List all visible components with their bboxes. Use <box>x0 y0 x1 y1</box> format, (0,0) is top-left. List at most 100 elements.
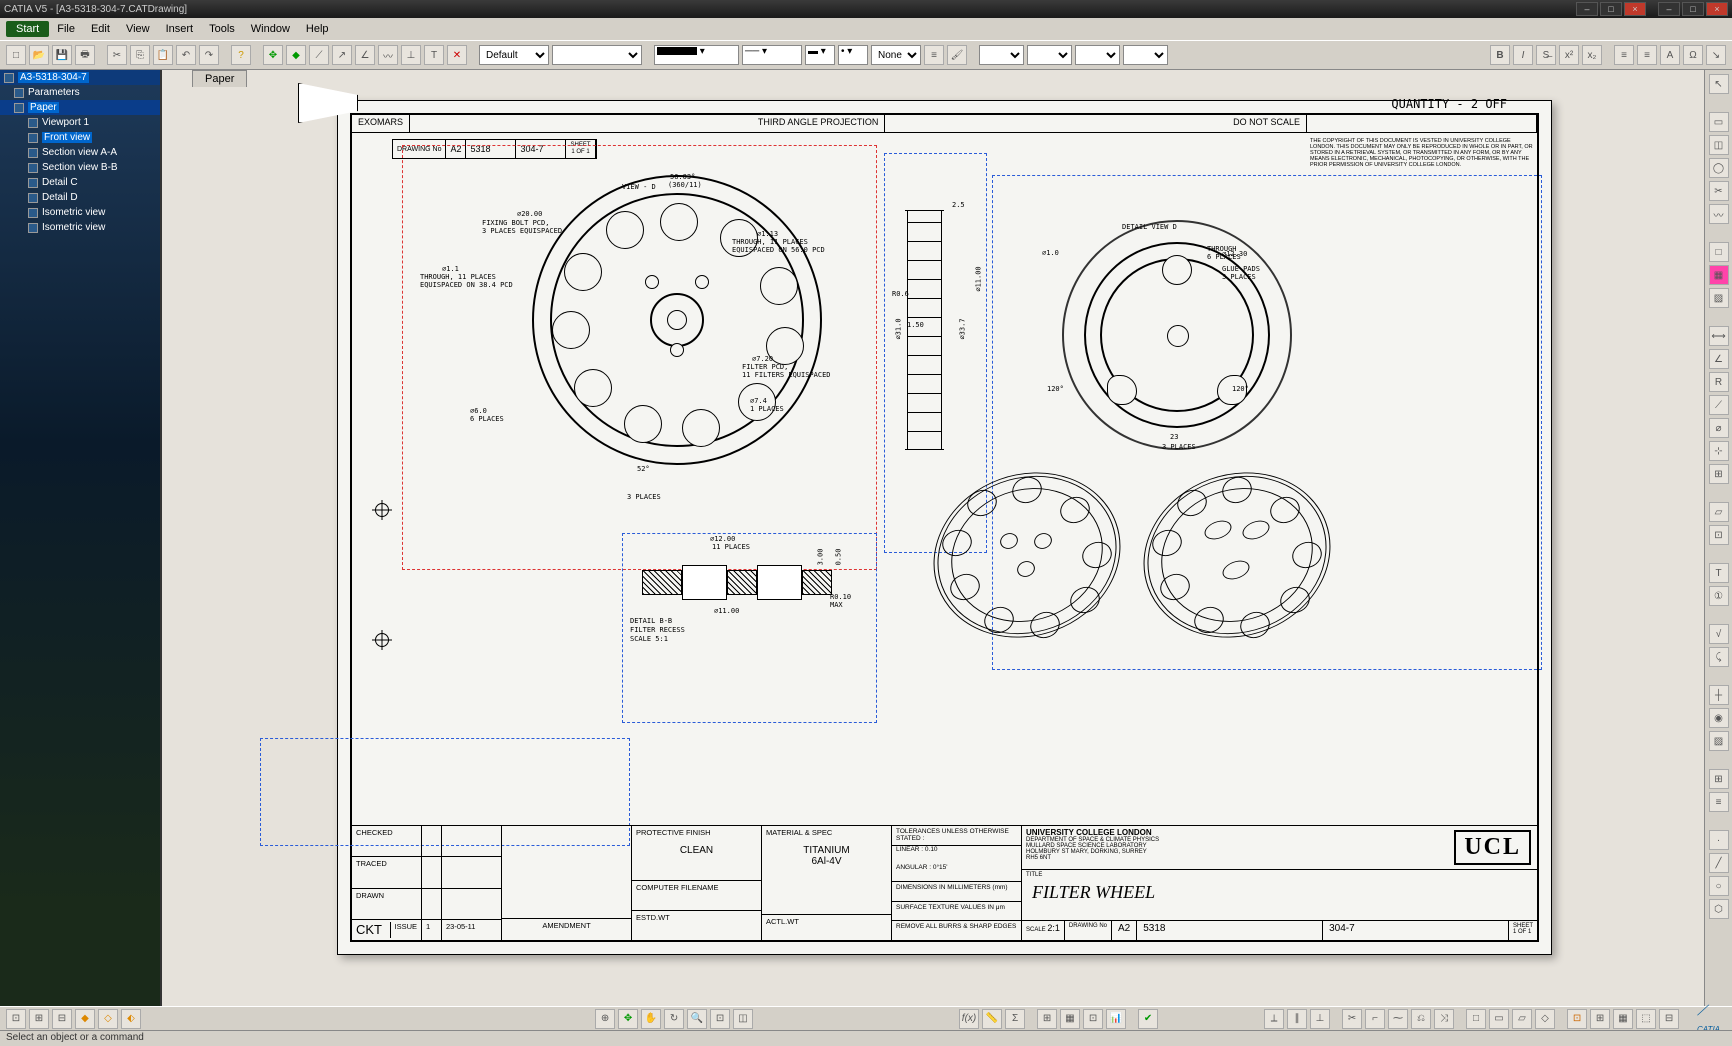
print-button[interactable]: 🖶 <box>75 45 95 65</box>
save-button[interactable]: 💾 <box>52 45 72 65</box>
analysis-icon[interactable]: 📊 <box>1106 1009 1126 1029</box>
style-select[interactable]: Default <box>479 45 549 65</box>
copy-button[interactable]: ⎘ <box>130 45 150 65</box>
symbol-button[interactable]: Ω <box>1683 45 1703 65</box>
undo-button[interactable]: ↶ <box>176 45 196 65</box>
nav-normal-icon[interactable]: ⊡ <box>710 1009 730 1029</box>
nav-zoom-icon[interactable]: 🔍 <box>687 1009 707 1029</box>
sheet-bg-icon[interactable]: ▨ <box>1709 288 1729 308</box>
open-button[interactable]: 📂 <box>29 45 49 65</box>
mod1-icon[interactable]: □ <box>1466 1009 1486 1029</box>
dim4-select[interactable] <box>1123 45 1168 65</box>
table-icon[interactable]: ⊞ <box>1709 769 1729 789</box>
tree-root[interactable]: A3-5318-304-7 <box>0 70 160 85</box>
snap1-icon[interactable]: ⊡ <box>6 1009 26 1029</box>
profile-icon[interactable]: ⬡ <box>1709 899 1729 919</box>
dim-angle-icon[interactable]: ∠ <box>1709 349 1729 369</box>
gdt-icon[interactable]: ⊡ <box>1709 525 1729 545</box>
weld-icon[interactable]: ⤹ <box>1709 647 1729 667</box>
new-button[interactable]: □ <box>6 45 26 65</box>
dim1-select[interactable] <box>979 45 1024 65</box>
trim-icon[interactable]: ✂ <box>1342 1009 1362 1029</box>
tree-parameters[interactable]: Parameters <box>0 85 160 100</box>
layer-select[interactable] <box>552 45 642 65</box>
leader-button[interactable]: ↘ <box>1706 45 1726 65</box>
dim-linear-icon[interactable]: ⟷ <box>1709 326 1729 346</box>
doc-maximize-button[interactable]: □ <box>1682 2 1704 16</box>
gd4-icon[interactable]: ⬚ <box>1636 1009 1656 1029</box>
line2-icon[interactable]: ╱ <box>1709 853 1729 873</box>
gd1-icon[interactable]: ⊡ <box>1567 1009 1587 1029</box>
angle-button[interactable]: ∠ <box>355 45 375 65</box>
balloon-icon[interactable]: ① <box>1709 586 1729 606</box>
nav-rotate-icon[interactable]: ↻ <box>664 1009 684 1029</box>
frame-button[interactable]: A <box>1660 45 1680 65</box>
close-button[interactable]: × <box>1624 2 1646 16</box>
dim3-select[interactable] <box>1075 45 1120 65</box>
mod4-icon[interactable]: ◇ <box>1535 1009 1555 1029</box>
gd3-icon[interactable]: ▦ <box>1613 1009 1633 1029</box>
doc-close-button[interactable]: × <box>1706 2 1728 16</box>
sheet-new-icon[interactable]: □ <box>1709 242 1729 262</box>
linetype-select[interactable]: ── ▾ <box>742 45 802 65</box>
layers-button[interactable]: ≡ <box>924 45 944 65</box>
nav-compass-icon[interactable]: ⊕ <box>595 1009 615 1029</box>
nav-pan-icon[interactable]: ✋ <box>641 1009 661 1029</box>
render-select[interactable]: None <box>871 45 921 65</box>
nav-fit-icon[interactable]: ✥ <box>618 1009 638 1029</box>
thread-icon[interactable]: ◉ <box>1709 708 1729 728</box>
tree-view-viewport[interactable]: Viewport 1 <box>0 115 160 130</box>
dim-chamfer-icon[interactable]: ⟋ <box>1709 395 1729 415</box>
menu-window[interactable]: Window <box>243 21 298 37</box>
area-icon[interactable]: ▨ <box>1709 731 1729 751</box>
delete-button[interactable]: ✕ <box>447 45 467 65</box>
tree-view-iso1[interactable]: Isometric view <box>0 205 160 220</box>
tree-view-front[interactable]: Front view <box>0 130 160 145</box>
snap3-icon[interactable]: ⊟ <box>52 1009 72 1029</box>
tree-view-section-aa[interactable]: Section view A-A <box>0 145 160 160</box>
gd5-icon[interactable]: ⊟ <box>1659 1009 1679 1029</box>
drawing-canvas[interactable]: Paper EXOMARS THIRD ANGLE PROJECTION DO … <box>160 70 1732 1006</box>
view-broken-icon[interactable]: 〰 <box>1709 204 1729 224</box>
datum-icon[interactable]: ▱ <box>1709 502 1729 522</box>
lineweight-select[interactable]: ▬ ▾ <box>805 45 835 65</box>
formula-icon[interactable]: Σ <box>1005 1009 1025 1029</box>
axis-icon[interactable]: ┼ <box>1709 685 1729 705</box>
tree-view-iso2[interactable]: Isometric view <box>0 220 160 235</box>
fx-icon[interactable]: f(x) <box>959 1009 979 1029</box>
bold-button[interactable]: B <box>1490 45 1510 65</box>
snap5-icon[interactable]: ◇ <box>98 1009 118 1029</box>
mirror-icon[interactable]: ⎌ <box>1411 1009 1431 1029</box>
align-left-button[interactable]: ≡ <box>1614 45 1634 65</box>
super-button[interactable]: x² <box>1559 45 1579 65</box>
dim-radius-icon[interactable]: R <box>1709 372 1729 392</box>
text-button[interactable]: T <box>424 45 444 65</box>
view-clip-icon[interactable]: ✂ <box>1709 181 1729 201</box>
constraint2-icon[interactable]: ∥ <box>1287 1009 1307 1029</box>
paste-button[interactable]: 📋 <box>153 45 173 65</box>
italic-button[interactable]: I <box>1513 45 1533 65</box>
dim-table-icon[interactable]: ⊞ <box>1709 464 1729 484</box>
menu-edit[interactable]: Edit <box>83 21 118 37</box>
break-icon[interactable]: ⁓ <box>1388 1009 1408 1029</box>
maximize-button[interactable]: □ <box>1600 2 1622 16</box>
grid2-icon[interactable]: ▦ <box>1060 1009 1080 1029</box>
nav-button[interactable]: ◆ <box>286 45 306 65</box>
snap2-icon[interactable]: ⊞ <box>29 1009 49 1029</box>
line-button[interactable]: ⟋ <box>309 45 329 65</box>
move-button[interactable]: ✥ <box>263 45 283 65</box>
nav-iso-icon[interactable]: ◫ <box>733 1009 753 1029</box>
dim-coord-icon[interactable]: ⊹ <box>1709 441 1729 461</box>
sheet-props-icon[interactable]: ▦ <box>1709 265 1729 285</box>
tree-view-detail-c[interactable]: Detail C <box>0 175 160 190</box>
transform-icon[interactable]: ⤨ <box>1434 1009 1454 1029</box>
dim-button[interactable]: ⊥ <box>401 45 421 65</box>
corner-icon[interactable]: ⌐ <box>1365 1009 1385 1029</box>
menu-view[interactable]: View <box>118 21 158 37</box>
help-button[interactable]: ? <box>231 45 251 65</box>
grid-icon[interactable]: ⊞ <box>1037 1009 1057 1029</box>
bom-icon[interactable]: ≡ <box>1709 792 1729 812</box>
cut-button[interactable]: ✂ <box>107 45 127 65</box>
redo-button[interactable]: ↷ <box>199 45 219 65</box>
menu-help[interactable]: Help <box>298 21 337 37</box>
